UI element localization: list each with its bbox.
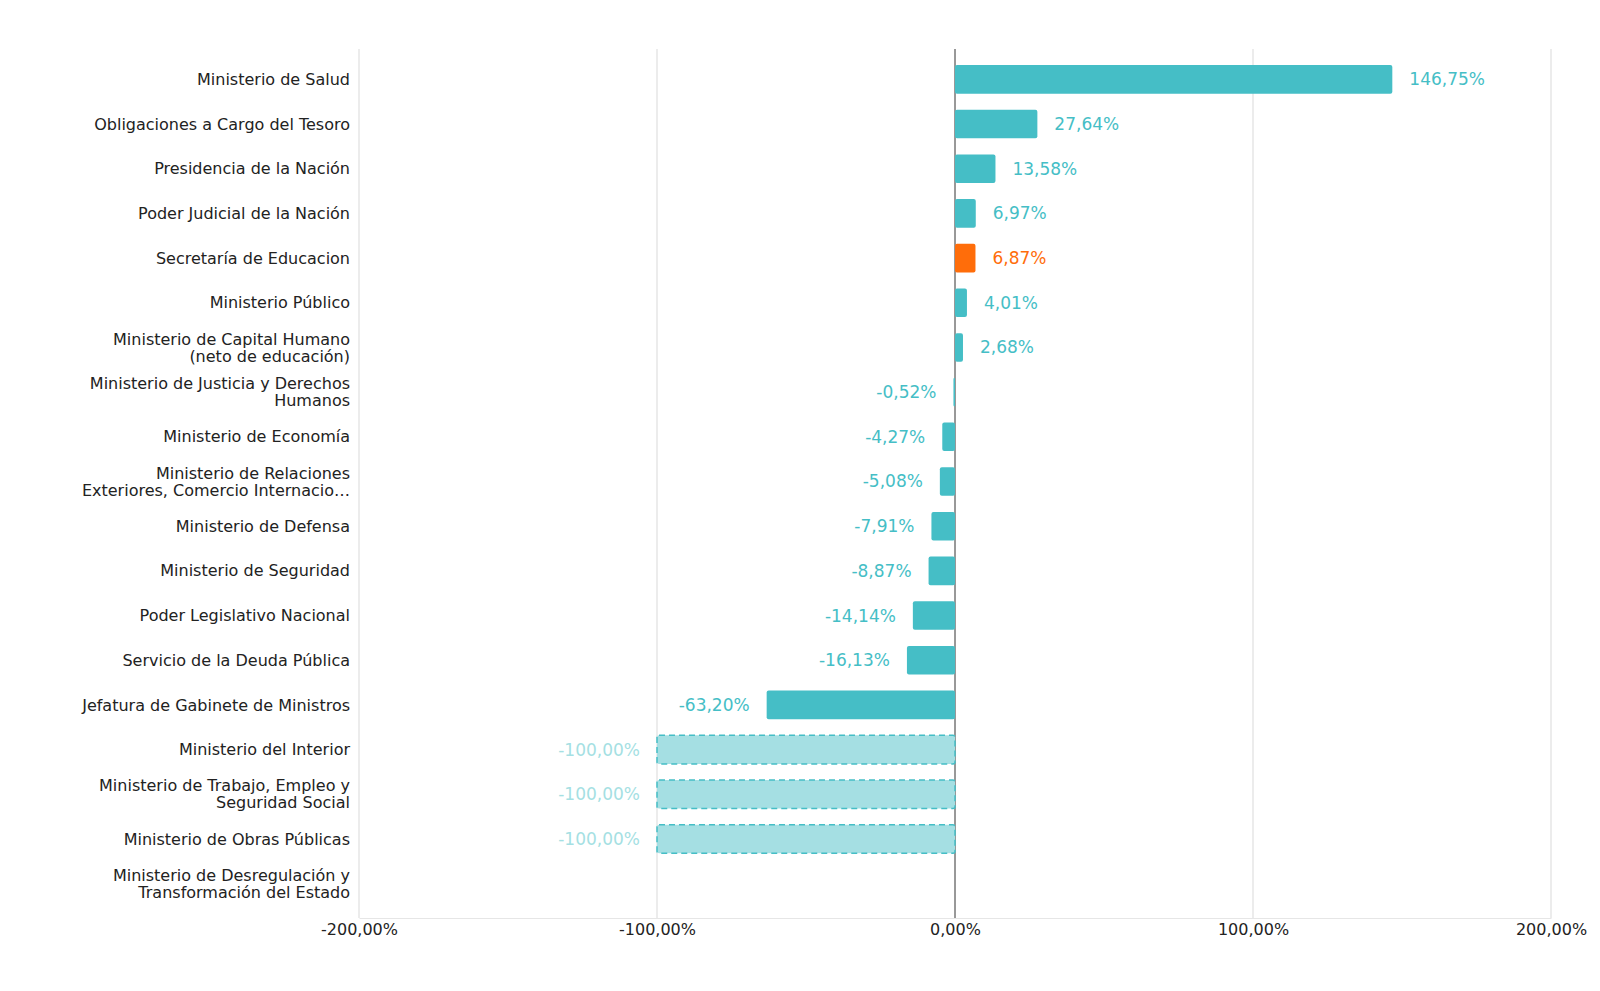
data-label: 2,68%: [980, 337, 1034, 357]
tick-label: 0,00%: [930, 920, 981, 939]
data-labels: 146,75% 27,64% 13,58% 6,97% 6,87% 4,01% 2,68% -…: [558, 69, 1485, 849]
bar: [913, 601, 955, 630]
category-label: Poder Judicial de la Nación: [138, 204, 350, 223]
tick: 200,00%: [1516, 918, 1587, 939]
bar: [955, 288, 967, 317]
category-label: Ministerio del Interior: [179, 740, 351, 759]
data-label: -4,27%: [865, 427, 925, 447]
chart: -200,00% -100,00% 0,00% 100,00% 200,00% 146,7…: [0, 0, 1600, 991]
category-label: Ministerio de Justicia y DerechosHumanos: [90, 374, 350, 410]
category-label: Jefatura de Gabinete de Ministros: [81, 696, 350, 715]
tick: 100,00%: [1218, 918, 1289, 939]
category-label: Ministerio de Seguridad: [160, 561, 350, 580]
tick: 0,00%: [930, 918, 981, 939]
bar: [955, 199, 976, 228]
category-label: Obligaciones a Cargo del Tesoro: [94, 115, 350, 134]
data-label: -7,91%: [854, 516, 914, 536]
category-label: Ministerio Público: [210, 293, 350, 312]
category-label: Secretaría de Educacion: [156, 249, 350, 268]
bar: [955, 244, 975, 273]
bar: [931, 512, 955, 541]
axis-line: [360, 918, 1552, 919]
bar: [657, 735, 955, 764]
data-label: 6,97%: [993, 203, 1047, 223]
bars: [657, 65, 1392, 853]
data-label: -0,52%: [876, 382, 936, 402]
tick-label: -200,00%: [321, 920, 398, 939]
bar: [657, 780, 955, 809]
data-label: 27,64%: [1054, 114, 1119, 134]
data-label: -100,00%: [558, 740, 640, 760]
category-label: Ministerio de Defensa: [176, 517, 350, 536]
category-label: Ministerio de Capital Humano(neto de edu…: [113, 330, 350, 366]
data-label: -100,00%: [558, 784, 640, 804]
bar: [907, 646, 955, 675]
data-label: -14,14%: [825, 606, 896, 626]
tick: -100,00%: [619, 918, 696, 939]
grid-line: [1253, 49, 1254, 918]
x-axis: -200,00% -100,00% 0,00% 100,00% 200,00%: [321, 918, 1587, 939]
grid: [359, 49, 1551, 918]
bar: [955, 154, 995, 183]
bar: [955, 333, 963, 362]
category-label: Servicio de la Deuda Pública: [122, 651, 350, 670]
tick-label: -100,00%: [619, 920, 696, 939]
category-label: Presidencia de la Nación: [154, 159, 350, 178]
bar: [955, 65, 1392, 94]
tick: -200,00%: [321, 918, 398, 939]
data-label: 6,87%: [992, 248, 1046, 268]
bar: [942, 423, 955, 452]
grid-line: [1551, 49, 1552, 918]
data-label: -63,20%: [679, 695, 750, 715]
data-label: -5,08%: [863, 471, 923, 491]
category-label: Poder Legislativo Nacional: [140, 606, 350, 625]
tick-label: 200,00%: [1516, 920, 1587, 939]
bar: [953, 378, 955, 407]
bar: [955, 110, 1037, 139]
data-label: 4,01%: [984, 293, 1038, 313]
data-label: -8,87%: [851, 561, 911, 581]
bar: [657, 825, 955, 854]
grid-line: [359, 49, 360, 918]
bar: [940, 467, 955, 496]
data-label: -16,13%: [819, 650, 890, 670]
tick-label: 100,00%: [1218, 920, 1289, 939]
bar: [767, 691, 955, 720]
category-label: Ministerio de Obras Públicas: [124, 830, 350, 849]
category-label: Ministerio de Economía: [163, 427, 350, 446]
data-label: 146,75%: [1409, 69, 1485, 89]
category-label: Ministerio de Desregulación yTransformac…: [113, 866, 350, 902]
data-label: 13,58%: [1012, 159, 1077, 179]
data-label: -100,00%: [558, 829, 640, 849]
category-label: Ministerio de Salud: [197, 70, 350, 89]
category-label: Ministerio de RelacionesExteriores, Come…: [82, 464, 350, 500]
bar: [929, 557, 955, 586]
category-label: Ministerio de Trabajo, Empleo ySeguridad…: [99, 776, 350, 812]
category-labels: Ministerio de Salud Obligaciones a Cargo …: [81, 70, 350, 902]
